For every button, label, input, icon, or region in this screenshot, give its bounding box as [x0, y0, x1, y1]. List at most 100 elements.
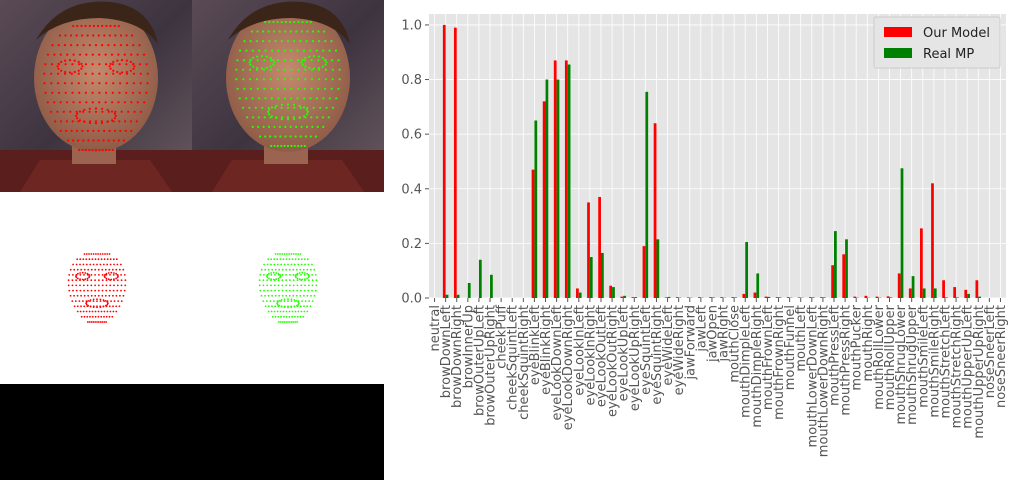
real-mp-bar-browDownRight	[456, 294, 460, 298]
x-tick-label: mouthLeft	[794, 305, 809, 372]
x-tick-label: eyeWideLeft	[661, 305, 676, 386]
our-model-bar-mouthFunnel	[786, 297, 790, 298]
real-mp-bar-eyeBlinkRight	[545, 79, 549, 298]
real-mp-bar-mouthSmileLeft	[922, 288, 926, 298]
x-tick-label: mouthPressLeft	[828, 305, 843, 406]
x-tick-label: mouthRollLower	[872, 304, 887, 409]
real-mp-bar-mouthDimpleRight	[756, 273, 760, 298]
x-tick-label: mouthDimpleLeft	[739, 305, 754, 418]
y-tick-label: 0.8	[401, 73, 422, 88]
x-tick-label: eyeLookDownLeft	[550, 305, 565, 420]
our-model-bar-eyeWideRight	[675, 297, 679, 298]
x-tick-label: eyeWideRight	[672, 305, 687, 395]
our-model-bar-jawForward	[686, 297, 690, 298]
y-tick-label: 0.6	[401, 128, 422, 143]
our-model-bar-mouthDimpleLeft	[742, 293, 746, 298]
x-tick-label: mouthPressRight	[839, 305, 854, 416]
x-tick-label: browOuterUpRight	[484, 305, 499, 426]
our-model-bar-mouthPressLeft	[831, 265, 835, 298]
our-model-bar-eyeLookDownRight	[564, 60, 568, 298]
bars	[442, 24, 982, 299]
x-tick-label: cheekSquintRight	[517, 305, 532, 420]
y-axis-ticks: 0.0 0.2 0.4 0.6 0.8 1.0	[401, 18, 429, 307]
our-model-bar-mouthShrugUpper	[908, 288, 912, 298]
our-model-bar-mouthRollUpper	[886, 296, 890, 298]
our-model-bar-mouthLowerDownLeft	[809, 297, 812, 298]
our-model-bar-eyeLookUpRight	[631, 297, 635, 298]
x-tick-label: eyeLookOutLeft	[594, 305, 609, 407]
left-face-photo	[0, 0, 192, 192]
x-tick-label: browInnerUp	[461, 305, 476, 388]
real-mp-bar-mouthDimpleLeft	[745, 242, 749, 298]
red-landmarks-overlay	[43, 24, 149, 152]
real-mp-bar-eyeLookOutLeft	[600, 252, 604, 298]
our-model-bar-mouthDimpleRight	[753, 292, 757, 298]
our-model-bar-eyeSquintRight	[653, 123, 657, 298]
x-tick-label: eyeLookDownRight	[561, 305, 576, 430]
x-tick-label: mouthRight	[861, 305, 876, 381]
our-model-bar-eyeSquintLeft	[642, 246, 646, 298]
x-tick-label: eyeLookInRight	[583, 305, 598, 405]
x-tick-label: mouthClose	[728, 305, 743, 383]
our-model-bar-mouthStretchLeft	[942, 280, 945, 298]
real-mp-bar-mouthClose	[734, 297, 737, 298]
green-landmark-mesh	[258, 253, 318, 323]
our-model-bar-eyeLookInRight	[587, 202, 590, 298]
x-tick-label: mouthSmileRight	[927, 305, 942, 418]
x-tick-label: neutral	[428, 305, 443, 352]
real-mp-bar-eyeLookDownLeft	[556, 79, 560, 298]
x-tick-label: browDownRight	[450, 305, 465, 408]
our-model-bar-jawLeft	[698, 297, 701, 298]
x-tick-label: mouthFunnel	[783, 305, 798, 390]
our-model-bar-browDownLeft	[442, 24, 446, 298]
real-mp-bar-mouthStretchLeft	[944, 297, 948, 298]
x-tick-label: eyeBlinkLeft	[528, 305, 543, 385]
our-model-bar-mouthRollLower	[875, 296, 879, 298]
x-tick-label: eyeSquintLeft	[639, 305, 654, 395]
our-model-bar-mouthLeft	[797, 297, 801, 298]
real-mp-bar-eyeLookUpRight	[634, 297, 638, 298]
blendshape-bar-chart: 0.00.20.40.60.81.0 neutralbrowDownLeftbr…	[401, 14, 1009, 457]
real-mp-bar-eyeLookInRight	[589, 257, 593, 298]
face-photo-panel	[0, 0, 384, 192]
real-mp-bar-mouthSmileRight	[933, 288, 937, 298]
real-mp-bar-jawOpen	[711, 297, 715, 298]
x-tick-label: mouthUpperUpLeft	[961, 305, 976, 429]
our-model-bar-eyeBlinkLeft	[531, 169, 535, 298]
empty-black-panel	[0, 384, 384, 480]
real-mp-bar-browOuterUpLeft	[478, 259, 482, 298]
our-model-bar-eyeWideLeft	[664, 297, 668, 298]
y-tick-label: 0.0	[401, 292, 422, 307]
x-tick-label: jawLeft	[694, 305, 709, 353]
real-mp-bar-eyeLookDownRight	[567, 64, 571, 299]
x-tick-label: eyeLookUpLeft	[617, 305, 632, 401]
our-model-bar-mouthClose	[731, 297, 735, 298]
our-model-bar-eyeLookUpLeft	[620, 296, 624, 298]
our-model-bar-mouthSmileLeft	[920, 228, 923, 298]
x-axis-ticks: neutralbrowDownLeftbrowDownRightbrowInne…	[428, 298, 1009, 457]
real-mp-bar-eyeSquintLeft	[645, 91, 649, 298]
our-model-bar-mouthPressRight	[842, 254, 846, 298]
x-tick-label: mouthPucker	[850, 304, 865, 390]
our-model-bar-eyeLookInLeft	[576, 288, 579, 298]
landmark-mesh-panel	[0, 192, 384, 384]
x-tick-label: jawRight	[717, 305, 732, 362]
our-model-bar-mouthFrownLeft	[764, 296, 768, 298]
x-tick-label: eyeBlinkRight	[539, 305, 554, 395]
x-tick-label: jawForward	[683, 305, 698, 381]
our-model-bar-mouthUpperUpRight	[975, 280, 979, 298]
x-tick-label: jawOpen	[705, 305, 720, 363]
real-mp-bar-eyeBlinkLeft	[534, 120, 538, 298]
real-mp-bar-eyeLookOutRight	[612, 287, 615, 298]
our-model-bar-jawRight	[720, 297, 724, 298]
our-model-bar-mouthSmileRight	[931, 183, 934, 298]
real-mp-bar-mouthFrownLeft	[767, 296, 771, 298]
real-mp-bar-browDownLeft	[445, 294, 449, 298]
x-tick-label: mouthUpperUpRight	[972, 305, 987, 439]
legend-label-our-model: Our Model	[923, 26, 990, 41]
real-mp-bar-mouthLowerDownLeft	[811, 297, 815, 298]
real-mp-bar-mouthFrownRight	[778, 297, 782, 298]
x-tick-label: mouthDimpleRight	[750, 305, 765, 428]
x-tick-label: mouthSmileLeft	[916, 305, 931, 408]
x-tick-label: cheekSquintLeft	[506, 305, 521, 410]
